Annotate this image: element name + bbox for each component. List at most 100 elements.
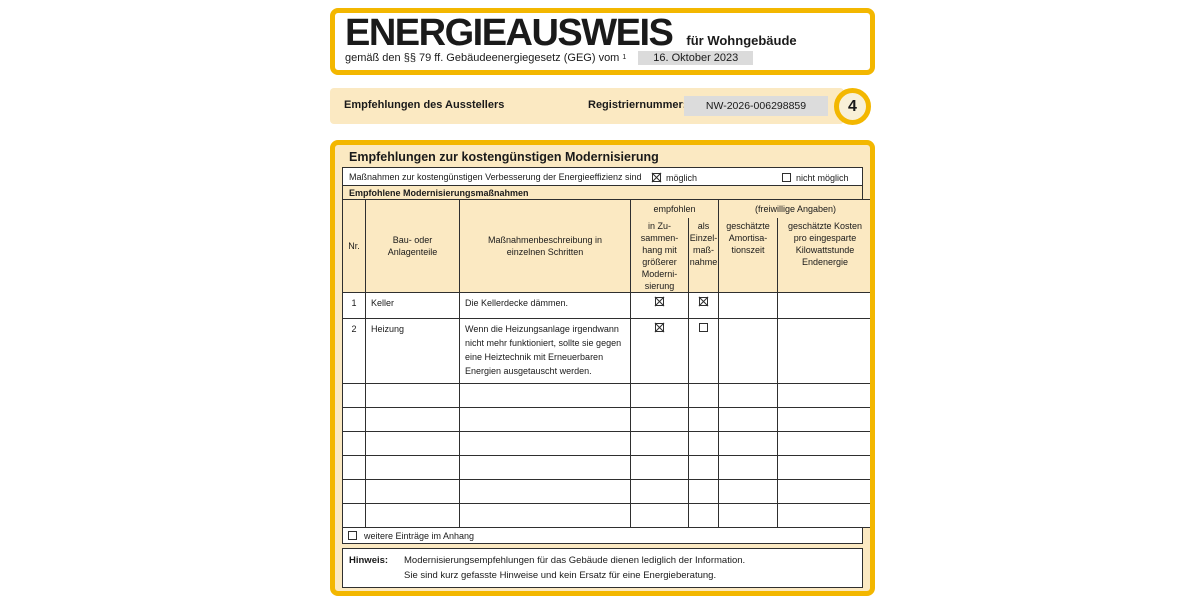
table-row-empty [342, 407, 870, 433]
measures-table: Nr. Bau- oder Anlagenteile Maßnahmenbesc… [342, 198, 870, 529]
cell-empty [459, 431, 631, 457]
cell-empty [365, 407, 460, 433]
cell-amortization [718, 292, 778, 320]
col-group-voluntary: (freiwillige Angaben) [717, 199, 870, 218]
col-header-amortization: geschätzte Amortisa- tionszeit [718, 217, 778, 294]
cell-empty [459, 503, 631, 529]
cell-empty [718, 503, 778, 529]
cell-empty [365, 383, 460, 409]
checkbox-not-possible-icon[interactable] [782, 173, 791, 182]
cell-nr: 1 [342, 292, 366, 320]
note-line-2: Sie sind kurz gefasste Hinweise und kein… [404, 570, 717, 582]
cell-empty [459, 455, 631, 481]
contact-label: Genauere Angaben zu den Empfehlungen sin… [343, 593, 516, 596]
checkbox-single-measure-icon[interactable] [699, 297, 708, 307]
cell-empty [365, 503, 460, 529]
option-not-possible: nicht möglich [782, 168, 849, 187]
cell-empty [342, 383, 366, 409]
cell-empty [459, 407, 631, 433]
cell-empty [776, 383, 870, 409]
registry-number-label: Registriernummer: [588, 99, 687, 111]
cell-empty [365, 455, 460, 481]
checkbox-in-context-icon[interactable] [655, 297, 664, 307]
cell-empty [718, 479, 778, 505]
cell-empty [688, 383, 719, 409]
cell-empty [459, 479, 631, 505]
certificate-header: ENERGIEAUSWEIS für Wohngebäude gemäß den… [330, 8, 875, 75]
measures-possible-text: Maßnahmen zur kostengünstigen Verbesseru… [349, 171, 642, 182]
checkbox-appendix-icon[interactable] [348, 531, 357, 541]
checkbox-possible-icon[interactable] [652, 173, 661, 182]
cell-empty [342, 479, 366, 505]
table-row: 1 Keller Die Kellerdecke dämmen. [342, 292, 870, 320]
cell-amortization [718, 318, 778, 385]
cell-empty [688, 479, 719, 505]
col-header-in-context: in Zu- sammen- hang mit größerer Moderni… [630, 217, 689, 294]
cell-empty [776, 503, 870, 529]
col-header-nr: Nr. [342, 198, 366, 294]
table-row-empty [342, 455, 870, 481]
table-row-empty [342, 479, 870, 505]
contact-value: Stephan Lorenz, Gebäudeenergieberater Lo… [516, 593, 862, 596]
checkbox-single-measure-icon[interactable] [699, 323, 708, 333]
cell-empty [342, 455, 366, 481]
appendix-label: weitere Einträge im Anhang [364, 530, 475, 541]
option-possible-label: möglich [666, 172, 698, 183]
cell-empty [718, 383, 778, 409]
option-not-possible-label: nicht möglich [796, 172, 849, 183]
section-banner: Empfehlungen des Ausstellers Registriern… [330, 88, 844, 124]
cell-empty [342, 431, 366, 457]
cell-empty [459, 383, 631, 409]
col-header-description: Maßnahmenbeschreibung in einzelnen Schri… [459, 198, 631, 294]
cell-empty [630, 503, 689, 529]
cell-empty [688, 431, 719, 457]
cell-nr: 2 [342, 318, 366, 385]
table-row: 2 Heizung Wenn die Heizungsanlage irgend… [342, 318, 870, 385]
checkbox-in-context-icon[interactable] [655, 323, 664, 333]
cell-empty [630, 383, 689, 409]
cell-empty [718, 455, 778, 481]
cell-description: Die Kellerdecke dämmen. [459, 292, 631, 320]
cell-empty [365, 479, 460, 505]
modernization-section: Empfehlungen zur kostengünstigen Moderni… [330, 140, 875, 596]
cell-empty [688, 455, 719, 481]
option-possible: möglich [652, 168, 697, 187]
cell-empty [776, 479, 870, 505]
page-number-badge: 4 [834, 88, 871, 125]
cell-empty [630, 455, 689, 481]
note-row: Hinweis: Modernisierungsempfehlungen für… [342, 548, 863, 589]
col-header-cost-per-kwh: geschätzte Kosten pro eingesparte Kilowa… [776, 217, 870, 294]
cell-cost [776, 292, 870, 320]
law-reference-text: gemäß den §§ 79 ff. Gebäudeenergiegesetz… [345, 51, 620, 64]
cell-empty [630, 479, 689, 505]
note-label: Hinweis: [349, 555, 389, 567]
cell-empty [342, 407, 366, 433]
footnote-marker: 1 [622, 54, 627, 62]
col-group-recommended: empfohlen [630, 199, 719, 218]
note-text: Modernisierungsempfehlungen für das Gebä… [404, 553, 856, 583]
table-row-empty [342, 431, 870, 457]
note-line-1: Modernisierungsempfehlungen für das Gebä… [404, 555, 746, 567]
appendix-row: weitere Einträge im Anhang [342, 527, 863, 545]
banner-title: Empfehlungen des Ausstellers [344, 99, 505, 111]
law-date-field: 16. Oktober 2023 [638, 50, 754, 65]
cell-empty [688, 407, 719, 433]
cell-component: Keller [365, 292, 460, 320]
cell-empty [776, 455, 870, 481]
table-row-empty [342, 383, 870, 409]
page-subtitle: für Wohngebäude [686, 33, 797, 48]
cell-empty [630, 431, 689, 457]
col-header-component: Bau- oder Anlagenteile [365, 198, 460, 294]
contact-row: Genauere Angaben zu den Empfehlungen sin… [342, 592, 863, 596]
cell-empty [776, 407, 870, 433]
page-title: ENERGIEAUSWEIS [345, 12, 674, 54]
cell-cost [776, 318, 870, 385]
cell-empty [718, 407, 778, 433]
subsection-title-band: Empfohlene Modernisierungsmaßnahmen [342, 185, 863, 200]
registry-number-field: NW-2026-006298859 [684, 96, 828, 116]
table-row-empty [342, 503, 870, 529]
cell-empty [776, 431, 870, 457]
cell-empty [688, 503, 719, 529]
cell-empty [718, 431, 778, 457]
